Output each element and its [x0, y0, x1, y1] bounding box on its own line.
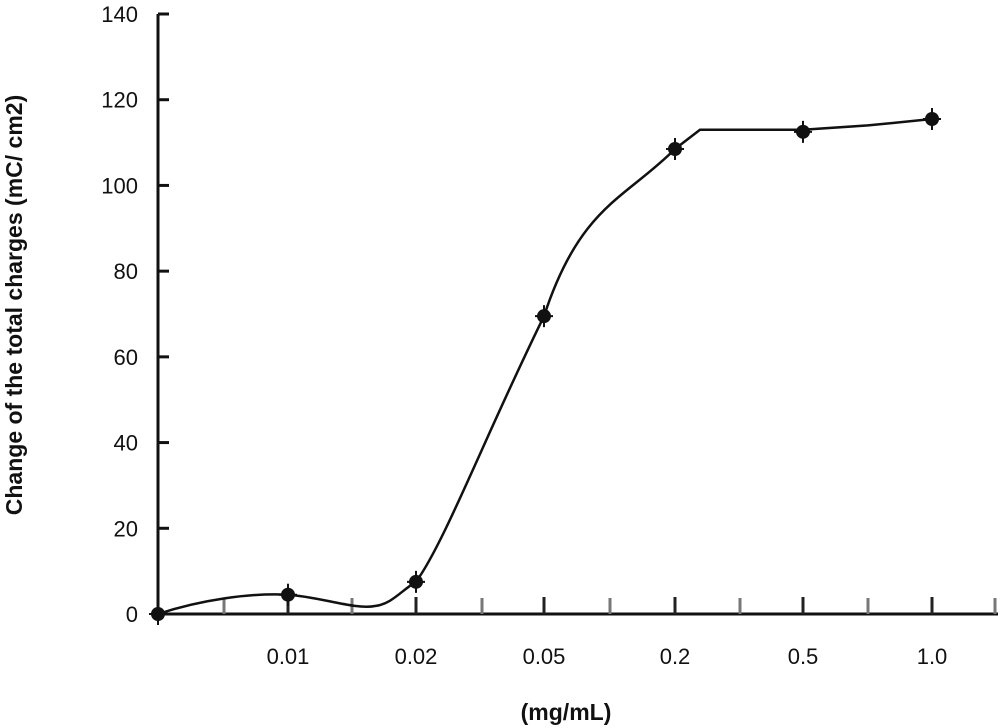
- y-ticks: 0 20 40 60 80 100 120 140: [101, 2, 169, 627]
- data-point-0.2: [668, 142, 682, 156]
- y-tick-label-100: 100: [101, 173, 138, 198]
- data-point-0.01: [281, 587, 295, 602]
- data-point-1.0: [925, 112, 939, 126]
- y-tick-label-0: 0: [126, 602, 138, 627]
- data-point-0.05: [537, 309, 551, 324]
- series-line: [157, 117, 933, 616]
- y-tick-label-140: 140: [101, 2, 138, 27]
- y-axis-title: Change of the total charges (mC/ cm2): [1, 95, 27, 515]
- x-tick-label-0.05: 0.05: [523, 644, 566, 669]
- series-line-path: [157, 117, 933, 616]
- axes: [156, 14, 998, 616]
- x-tick-label-1.0: 1.0: [917, 644, 948, 669]
- x-axis-title: (mg/mL): [521, 699, 612, 725]
- data-point-0.5: [796, 124, 810, 139]
- x-tick-label-0.02: 0.02: [395, 644, 438, 669]
- data-point-0: [151, 607, 165, 621]
- x-tick-label-0.5: 0.5: [788, 644, 819, 669]
- x-tick-label-0.01: 0.01: [267, 644, 310, 669]
- markers: [149, 108, 941, 625]
- x-ticks: 0.01 0.02 0.05 0.2 0.5 1.0: [222, 597, 997, 669]
- x-tick-label-0.2: 0.2: [660, 644, 691, 669]
- y-tick-label-80: 80: [114, 259, 138, 284]
- y-tick-label-40: 40: [114, 431, 138, 456]
- y-tick-label-60: 60: [114, 345, 138, 370]
- y-tick-label-20: 20: [114, 516, 138, 541]
- y-tick-label-120: 120: [101, 88, 138, 113]
- data-point-0.02: [409, 574, 423, 589]
